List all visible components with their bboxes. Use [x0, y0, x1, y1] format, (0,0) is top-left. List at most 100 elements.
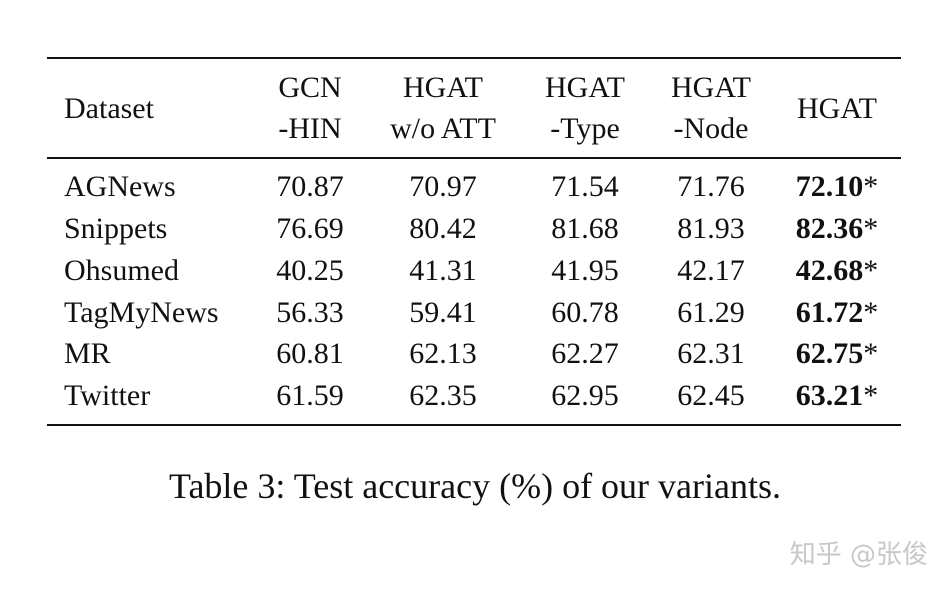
cell-text: 70.97 — [409, 170, 477, 203]
cell-text: 59.41 — [409, 296, 477, 329]
cell-text: Ohsumed — [64, 254, 179, 287]
value-cell: 62.95 — [551, 375, 619, 417]
cell-text: 62.35 — [409, 379, 477, 412]
significance-mark: * — [863, 170, 879, 203]
value-cell: 62.31 — [677, 333, 745, 375]
value-cell: 62.75* — [796, 333, 879, 375]
value-cell: 61.59 — [276, 375, 344, 417]
best-value: 63.21 — [795, 379, 864, 412]
value-cell: 56.33 — [276, 292, 344, 334]
cell-text: 60.81 — [276, 337, 344, 370]
top-rule — [47, 57, 901, 59]
cell-text: 81.93 — [677, 212, 745, 245]
cell-text: 71.76 — [677, 170, 745, 203]
value-cell: 70.97 — [409, 166, 477, 208]
significance-mark: * — [863, 296, 879, 329]
cell-text: 62.13 — [409, 337, 477, 370]
cell-text: 60.78 — [551, 296, 619, 329]
cell-text: 62.27 — [551, 337, 619, 370]
value-cell: 62.35 — [409, 375, 477, 417]
value-cell: 81.93 — [677, 208, 745, 250]
best-value: 62.75 — [795, 337, 864, 370]
bottom-rule — [47, 424, 901, 426]
watermark: 知乎 @张俊 — [789, 540, 928, 570]
value-cell: 62.45 — [677, 375, 745, 417]
value-cell: 60.78 — [551, 292, 619, 334]
cell-text: 41.95 — [551, 254, 619, 287]
cell-text: 81.68 — [551, 212, 619, 245]
value-cell: 72.10* — [796, 166, 879, 208]
value-cell: 70.87 — [276, 166, 344, 208]
header-cell: HGAT -Type — [545, 67, 625, 149]
cell-text: 62.95 — [551, 379, 619, 412]
cell-text: Snippets — [64, 212, 168, 245]
best-value: 61.72 — [795, 296, 864, 329]
value-cell: 40.25 — [276, 250, 344, 292]
cell-text: 40.25 — [276, 254, 344, 287]
dataset-cell: Twitter — [64, 375, 150, 417]
value-cell: 63.21* — [796, 375, 879, 417]
cell-text: 56.33 — [276, 296, 344, 329]
value-cell: 61.72* — [796, 292, 879, 334]
header-cell: Dataset — [64, 88, 154, 129]
significance-mark: * — [863, 337, 879, 370]
significance-mark: * — [863, 379, 879, 412]
best-value: 82.36 — [795, 212, 864, 245]
cell-text: 62.31 — [677, 337, 745, 370]
dataset-cell: Snippets — [64, 208, 167, 250]
header-line: -HIN — [278, 112, 342, 145]
best-value: 42.68 — [795, 254, 864, 287]
header-line: HGAT — [671, 71, 751, 104]
header-line: HGAT — [403, 71, 483, 104]
cell-text: 61.59 — [276, 379, 344, 412]
cell-text: 42.17 — [677, 254, 745, 287]
value-cell: 81.68 — [551, 208, 619, 250]
header-line: -Type — [550, 112, 620, 145]
cell-text: 41.31 — [409, 254, 477, 287]
cell-text: 80.42 — [409, 212, 477, 245]
caption: Table 3: Test accuracy (%) of our varian… — [168, 466, 782, 506]
dataset-cell: AGNews — [64, 166, 176, 208]
value-cell: 42.17 — [677, 250, 745, 292]
header-line: Dataset — [64, 92, 154, 125]
value-cell: 62.27 — [551, 333, 619, 375]
cell-text: MR — [64, 337, 111, 370]
header-line: -Node — [673, 112, 749, 145]
cell-text: TagMyNews — [64, 296, 219, 329]
value-cell: 41.95 — [551, 250, 619, 292]
cell-text: 70.87 — [276, 170, 344, 203]
header-cell: HGAT — [797, 88, 877, 129]
significance-mark: * — [863, 212, 879, 245]
dataset-cell: TagMyNews — [64, 292, 219, 334]
significance-mark: * — [863, 254, 879, 287]
header-line: GCN — [278, 71, 342, 104]
cell-text: AGNews — [64, 170, 176, 203]
mid-rule — [47, 157, 901, 159]
value-cell: 61.29 — [677, 292, 745, 334]
value-cell: 71.54 — [551, 166, 619, 208]
header-line: HGAT — [545, 71, 625, 104]
value-cell: 80.42 — [409, 208, 477, 250]
header-cell: HGAT w/o ATT — [390, 67, 496, 149]
header-line: w/o ATT — [390, 112, 496, 145]
value-cell: 60.81 — [276, 333, 344, 375]
header-line: HGAT — [797, 92, 877, 125]
dataset-cell: Ohsumed — [64, 250, 179, 292]
header-cell: HGAT -Node — [671, 67, 751, 149]
best-value: 72.10 — [795, 170, 864, 203]
value-cell: 76.69 — [276, 208, 344, 250]
value-cell: 42.68* — [796, 250, 879, 292]
cell-text: 62.45 — [677, 379, 745, 412]
cell-text: Twitter — [64, 379, 151, 412]
value-cell: 62.13 — [409, 333, 477, 375]
cell-text: 71.54 — [551, 170, 619, 203]
value-cell: 71.76 — [677, 166, 745, 208]
value-cell: 59.41 — [409, 292, 477, 334]
value-cell: 82.36* — [796, 208, 879, 250]
dataset-cell: MR — [64, 333, 111, 375]
header-cell: GCN -HIN — [278, 67, 341, 149]
cell-text: 61.29 — [677, 296, 745, 329]
cell-text: 76.69 — [276, 212, 344, 245]
value-cell: 41.31 — [409, 250, 477, 292]
